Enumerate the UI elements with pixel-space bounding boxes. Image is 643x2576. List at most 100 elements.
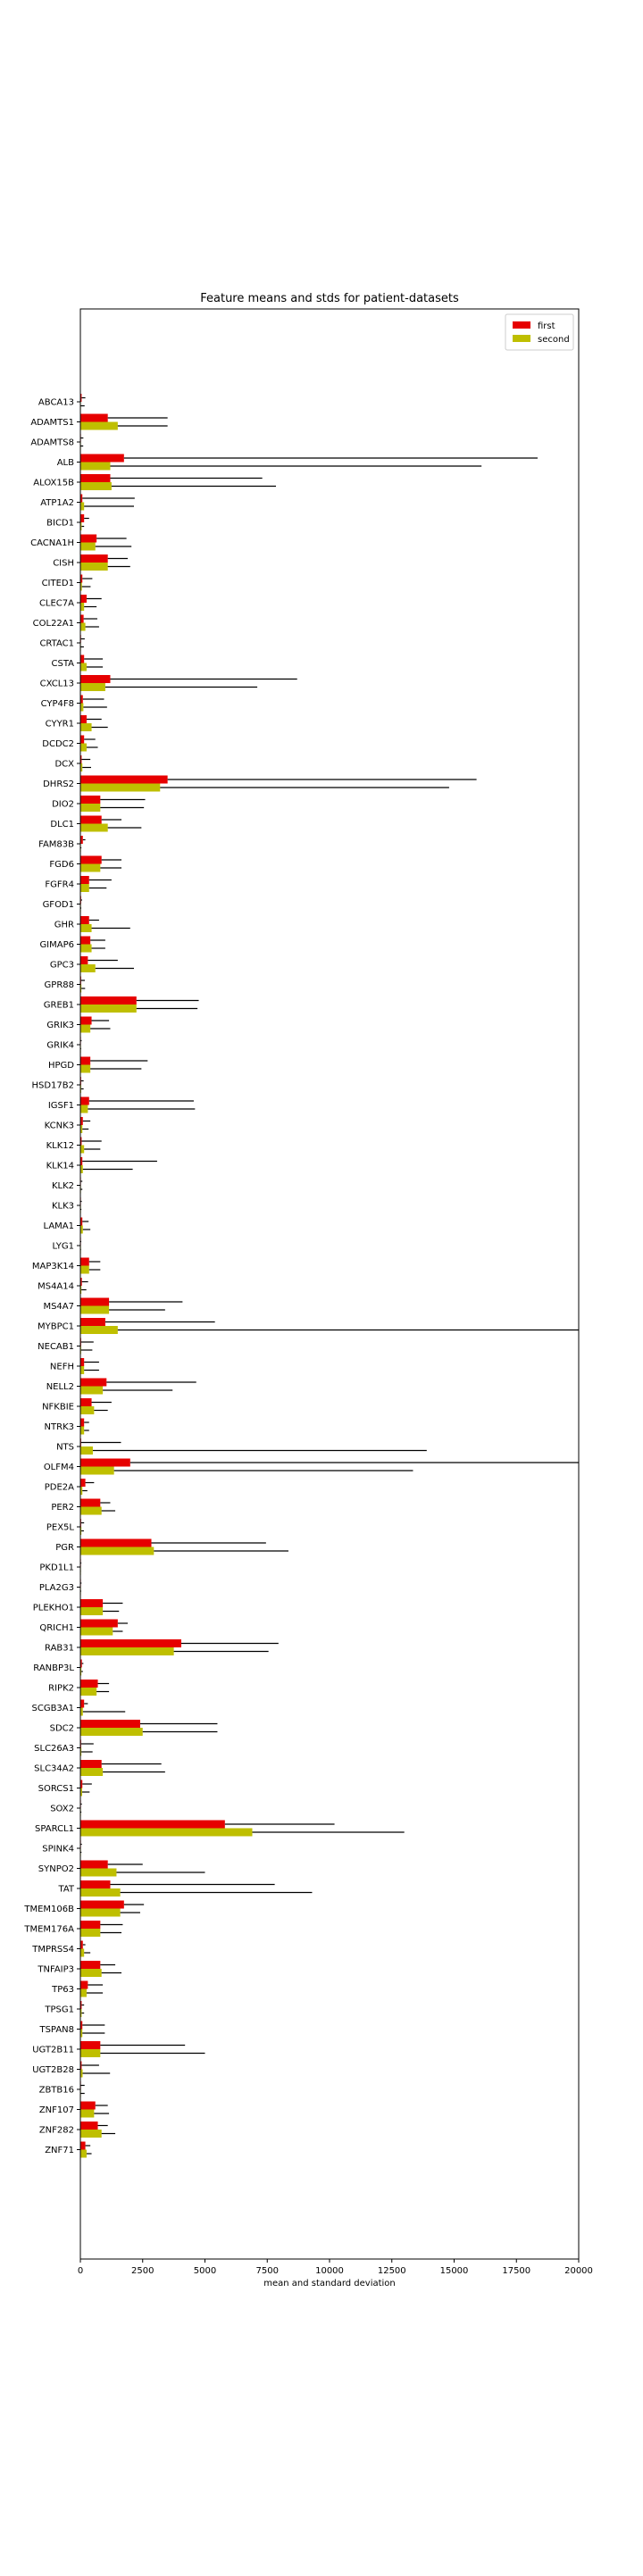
y-tick-label: MS4A14 [38, 1282, 74, 1292]
y-tick-label: NTRK3 [45, 1422, 74, 1432]
axes-layer [80, 309, 579, 2259]
bar-first-hpgd [80, 1056, 91, 1065]
y-tick-label: DCDC2 [42, 739, 74, 749]
bar-first-atp1a2 [80, 494, 83, 503]
bar-first-cited1 [80, 574, 83, 583]
bar-second-olfm4 [80, 1466, 114, 1475]
bar-second-nell2 [80, 1386, 104, 1395]
y-tick-label: KLK12 [46, 1141, 74, 1151]
y-tick-label: QRICH1 [39, 1623, 74, 1633]
bar-second-dcx [80, 763, 83, 771]
bar-second-scgb3a1 [80, 1707, 83, 1716]
y-tick-label: SLC26A3 [34, 1744, 74, 1754]
bar-first-clec7a [80, 595, 87, 603]
bar-second-greb1 [80, 1005, 137, 1013]
bar-second-kcnk3 [80, 1125, 83, 1133]
ticks-layer [77, 401, 580, 2263]
y-tick-label: TMPRSS4 [31, 1945, 74, 1955]
bar-second-bicd1 [80, 522, 82, 530]
bar-second-cited1 [80, 582, 82, 591]
bar-first-fgd6 [80, 855, 102, 864]
legend-label-second: second [538, 335, 570, 345]
bar-first-fgfr4 [80, 876, 89, 884]
bar-first-nell2 [80, 1378, 107, 1387]
y-tick-label: UGT2B28 [32, 2065, 74, 2075]
bar-first-sdc2 [80, 1720, 140, 1728]
bar-first-dhrs2 [80, 775, 168, 784]
bar-first-znf107 [80, 2101, 96, 2110]
x-tick-label: 7500 [256, 2266, 279, 2276]
bar-second-gpr88 [80, 984, 82, 993]
y-tick-label: ALB [57, 458, 74, 468]
bar-second-tpsg1 [80, 2009, 82, 2017]
bar-second-pex5l [80, 1527, 82, 1535]
bar-second-fgd6 [80, 863, 101, 872]
bar-first-ripk2 [80, 1680, 98, 1688]
y-tick-label: ZBTB16 [39, 2086, 74, 2096]
bar-second-sdc2 [80, 1728, 143, 1736]
y-tick-label: SPARCL1 [35, 1824, 74, 1834]
bar-second-slc26a3 [80, 1747, 82, 1756]
y-tick-label: TPSG1 [44, 2005, 74, 2015]
y-tick-label: NFKBIE [42, 1403, 74, 1413]
y-tick-label: DLC1 [50, 820, 74, 829]
x-tick-label: 15000 [440, 2266, 469, 2276]
bar-first-cyp4f8 [80, 695, 83, 704]
bar-first-cxcl13 [80, 675, 111, 683]
bar-first-qrich1 [80, 1619, 118, 1628]
bar-first-tmprss4 [80, 1940, 83, 1949]
bar-first-alb [80, 454, 124, 463]
bar-first-tmem106b [80, 1900, 124, 1909]
y-tick-label: GRIK4 [46, 1041, 74, 1051]
bar-first-lama1 [80, 1217, 83, 1226]
y-tick-label: GREB1 [44, 1001, 74, 1011]
bar-first-ghr [80, 916, 89, 924]
bar-second-znf282 [80, 2130, 102, 2138]
bar-second-mybpc1 [80, 1326, 118, 1334]
bar-second-cyp4f8 [80, 703, 84, 712]
bar-first-synpo2 [80, 1860, 108, 1869]
y-tick-label: RANBP3L [33, 1663, 74, 1673]
bar-second-alb [80, 462, 111, 471]
y-tick-label: CXCL13 [40, 679, 74, 689]
bar-second-pde2a [80, 1487, 83, 1495]
bar-first-sorcs1 [80, 1780, 83, 1788]
bar-first-klk14 [80, 1157, 83, 1165]
bar-first-pde2a [80, 1479, 86, 1487]
y-tick-label: CYP4F8 [41, 699, 74, 709]
y-tick-label: CSTA [51, 659, 74, 669]
y-tick-label: ATP1A2 [40, 498, 74, 508]
bar-first-olfm4 [80, 1458, 130, 1467]
y-tick-label: FAM83B [38, 840, 74, 850]
y-tick-label: PLEKHO1 [33, 1604, 74, 1613]
y-tick-label: ALOX15B [33, 479, 74, 488]
bar-second-cacna1h [80, 542, 96, 551]
bar-first-tspan8 [80, 2021, 83, 2030]
y-tick-label: UGT2B11 [32, 2046, 74, 2055]
plot-background [80, 309, 579, 2259]
bar-first-tp63 [80, 1980, 88, 1989]
bar-second-tp63 [80, 1988, 87, 1997]
bar-second-klk14 [80, 1165, 83, 1173]
y-tick-label: TSPAN8 [38, 2025, 74, 2035]
y-tick-label: OLFM4 [44, 1463, 74, 1472]
y-tick-label: HSD17B2 [31, 1081, 74, 1091]
y-tick-label: ZNF107 [39, 2105, 74, 2115]
bar-first-map3k14 [80, 1257, 89, 1266]
y-tick-label: PDE2A [45, 1483, 74, 1493]
y-tick-label: PEX5L [46, 1523, 75, 1533]
y-tick-label: BICD1 [46, 519, 74, 529]
y-tick-label: LYG1 [53, 1242, 74, 1252]
bar-second-map3k14 [80, 1265, 89, 1274]
y-tick-label: NEFH [50, 1363, 74, 1372]
bar-first-per2 [80, 1498, 101, 1507]
bar-second-nts [80, 1446, 93, 1455]
y-tick-label: TMEM106B [23, 1905, 74, 1914]
bar-first-csta [80, 654, 85, 663]
bar-second-atp1a2 [80, 502, 85, 511]
bar-first-dcx [80, 755, 82, 763]
bar-first-sparcl1 [80, 1820, 225, 1829]
bar-first-dio2 [80, 796, 101, 804]
y-tick-label: KLK14 [46, 1162, 74, 1171]
